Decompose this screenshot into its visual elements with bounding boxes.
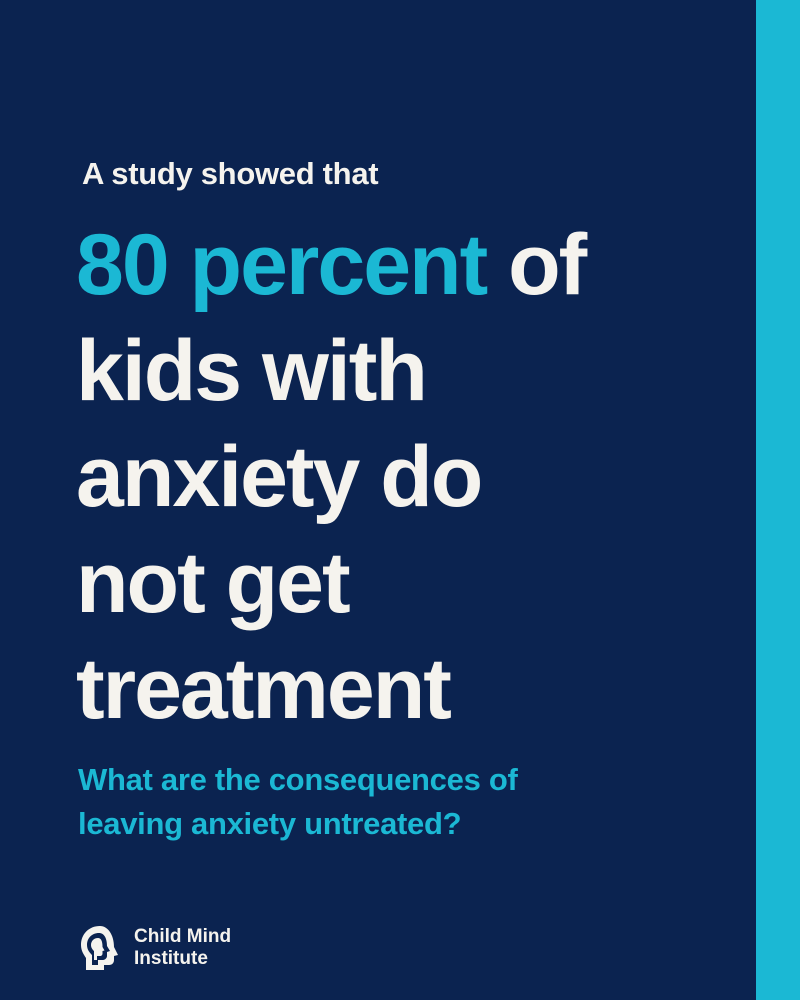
head-profile-icon [81, 926, 118, 970]
question-line-2: leaving anxiety untreated? [78, 806, 462, 841]
logo-text-line-1: Child Mind [134, 926, 232, 947]
child-mind-institute-logo: Child Mind Institute [78, 924, 231, 972]
headline-line-3: anxiety do [76, 429, 483, 525]
logo-text-line-2: Institute [134, 948, 208, 969]
intro-text: A study showed that [82, 156, 379, 191]
headline: 80 percent of kids with anxiety do not g… [76, 212, 736, 742]
headline-line-1-rest: of [486, 217, 587, 313]
headline-line-2: kids with [76, 323, 428, 419]
logo-text: Child Mind Institute [134, 926, 231, 970]
headline-line-1: 80 percent of [76, 212, 736, 318]
headline-line-5: treatment [76, 641, 452, 737]
question-text: What are the consequences of leaving anx… [78, 758, 698, 846]
headline-highlight: 80 percent [76, 217, 488, 313]
headline-line-4: not get [76, 535, 351, 631]
question-line-1: What are the consequences of [78, 762, 518, 797]
accent-side-bar [756, 0, 800, 1000]
